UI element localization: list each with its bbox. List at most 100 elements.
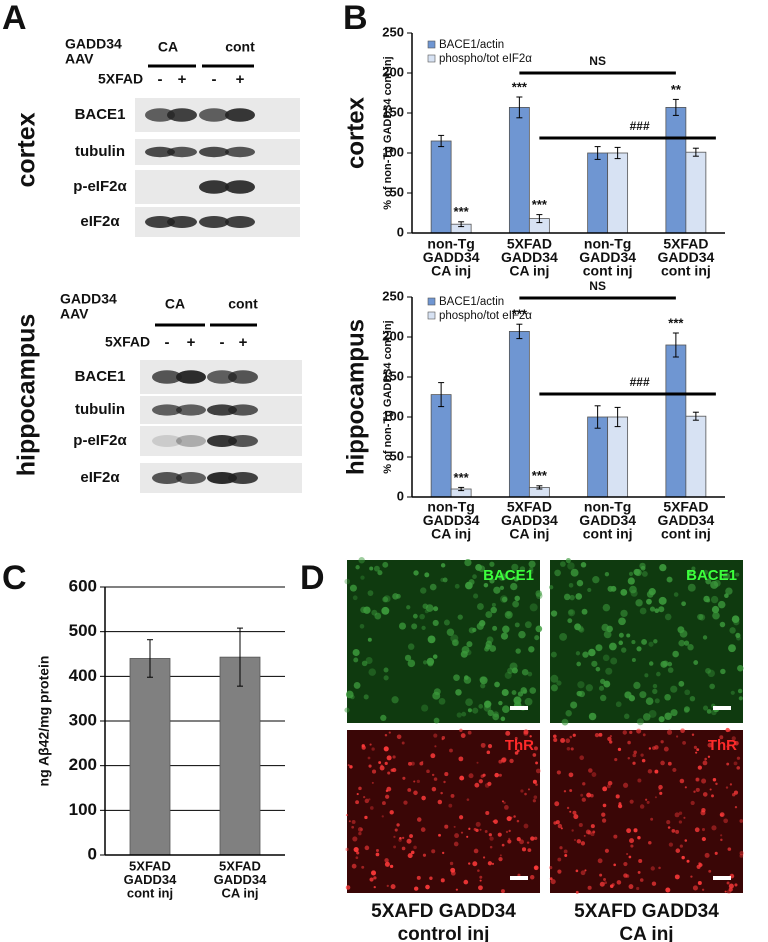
cell-dot xyxy=(422,660,428,665)
cell-dot xyxy=(650,866,655,871)
cell-dot xyxy=(371,769,377,774)
significance: *** xyxy=(512,307,528,322)
cell-dot xyxy=(390,884,396,890)
cell-dot xyxy=(681,601,686,607)
cell-dot xyxy=(352,648,360,657)
cell-dot xyxy=(571,829,574,832)
legend-swatch xyxy=(427,40,436,49)
cell-dot xyxy=(643,713,651,721)
error-bar xyxy=(672,98,679,116)
cell-dot xyxy=(646,598,652,605)
cell-dot xyxy=(595,644,603,652)
legend-label: phospho/tot eIF2α xyxy=(439,53,532,65)
blot-band xyxy=(167,108,197,122)
cell-dot xyxy=(563,790,567,793)
cell-dot xyxy=(578,627,585,633)
cell-dot xyxy=(478,704,484,709)
cell-dot xyxy=(527,848,532,852)
cell-dot xyxy=(389,864,394,869)
lane-label: + xyxy=(187,334,196,351)
cell-dot xyxy=(508,837,511,840)
cell-dot xyxy=(647,769,653,774)
y-axis-label: % of non-Tg GADD34 cont inj xyxy=(382,56,394,209)
cell-dot xyxy=(453,674,460,681)
lane-label: - xyxy=(158,71,163,88)
cell-dot xyxy=(607,736,612,742)
y-tick-label: 200 xyxy=(382,328,404,343)
cell-dot xyxy=(425,884,430,890)
cell-dot xyxy=(487,861,493,866)
cell-dot xyxy=(738,696,743,701)
cell-dot xyxy=(652,688,658,695)
cell-dot xyxy=(440,563,446,568)
cell-dot xyxy=(534,866,538,869)
cell-dot xyxy=(604,572,610,577)
cell-dot xyxy=(485,810,490,816)
cell-dot xyxy=(559,846,563,850)
cell-dot xyxy=(641,758,646,763)
cell-dot xyxy=(528,646,535,653)
cell-dot xyxy=(432,654,438,659)
cell-dot xyxy=(590,832,595,837)
cell-dot xyxy=(709,788,712,791)
comparison-label: ### xyxy=(630,119,650,133)
cell-dot xyxy=(667,826,671,829)
cell-dot xyxy=(532,779,537,784)
cell-dot xyxy=(609,884,614,888)
cell-dot xyxy=(479,676,486,683)
cell-dot xyxy=(361,744,365,748)
cell-dot xyxy=(697,613,704,621)
cell-dot xyxy=(576,661,582,667)
cell-dot xyxy=(393,835,396,838)
cell-dot xyxy=(479,875,483,879)
cell-dot xyxy=(457,614,463,620)
cell-dot xyxy=(640,565,646,571)
cell-dot xyxy=(570,568,579,577)
cell-dot xyxy=(424,572,430,578)
cell-dot xyxy=(433,717,440,724)
cell-dot xyxy=(389,810,394,815)
blot-band xyxy=(199,146,229,158)
row-label: eIF2α xyxy=(80,213,120,230)
cell-dot xyxy=(349,765,353,769)
error-bar xyxy=(692,411,699,421)
cell-dot xyxy=(576,579,584,587)
cell-dot xyxy=(514,595,520,602)
cell-dot xyxy=(570,747,574,751)
cell-dot xyxy=(731,736,736,741)
cell-dot xyxy=(526,841,530,844)
cell-dot xyxy=(392,593,399,600)
cell-dot xyxy=(514,751,519,755)
cell-dot xyxy=(592,575,600,584)
cell-dot xyxy=(637,870,641,874)
cell-dot xyxy=(459,815,464,820)
significance: *** xyxy=(512,79,528,94)
cell-dot xyxy=(714,851,718,855)
cell-dot xyxy=(735,632,741,638)
cell-dot xyxy=(464,558,472,567)
cell-dot xyxy=(633,681,641,690)
cell-dot xyxy=(579,755,585,761)
cell-dot xyxy=(719,621,726,628)
cell-dot xyxy=(381,815,384,818)
cell-dot xyxy=(524,621,532,629)
cell-dot xyxy=(516,837,521,842)
blot-band xyxy=(199,108,229,122)
cell-dot xyxy=(484,700,492,708)
cell-dot xyxy=(719,735,724,740)
cell-dot xyxy=(628,884,634,890)
cell-dot xyxy=(364,798,370,804)
cell-dot xyxy=(433,733,438,738)
cell-dot xyxy=(535,625,543,633)
cell-dot xyxy=(390,768,394,772)
cell-dot xyxy=(667,661,673,667)
cell-dot xyxy=(724,890,727,893)
micrograph xyxy=(550,730,743,893)
cell-dot xyxy=(565,557,571,564)
cell-dot xyxy=(489,845,493,849)
cell-dot xyxy=(370,806,374,810)
comparison-label: NS xyxy=(589,54,606,68)
cell-dot xyxy=(370,870,377,876)
significance: *** xyxy=(532,197,548,212)
cell-dot xyxy=(641,570,648,577)
